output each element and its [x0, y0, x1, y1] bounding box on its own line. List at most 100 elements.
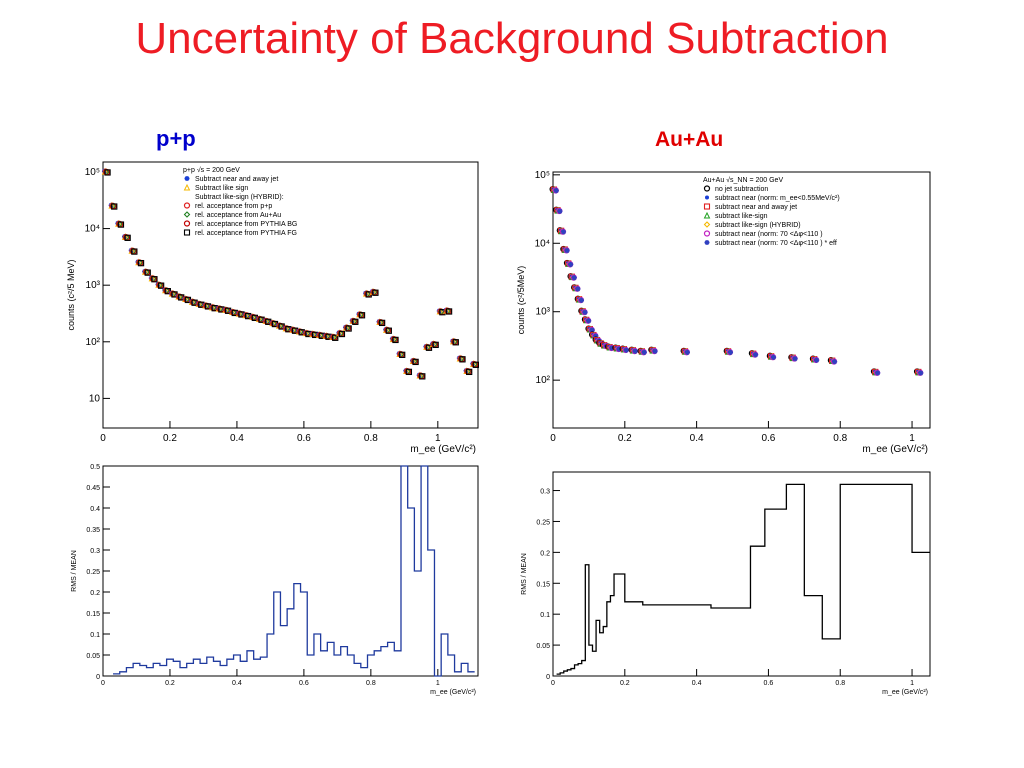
pp-spectrum-chart: 0 0.2 0.4 0.6 0.8 1 10 10² 10³ 10⁴ 10⁵ m_ee (GeV/c²…: [66, 161, 480, 455]
marker-square: [412, 358, 419, 366]
legend-entry: rel. acceptance from PYTHIA BG: [195, 221, 297, 228]
y-tick-label: 0.25: [86, 569, 100, 576]
marker-triangle: [703, 211, 711, 219]
y-tick-label: 10: [89, 393, 101, 404]
y-tick-label: 0.2: [540, 550, 550, 557]
marker-square: [466, 368, 473, 376]
y-tick-label: 10⁴: [535, 238, 550, 249]
y-tick-label: 10⁴: [85, 224, 100, 235]
x-tick-label: 0.8: [364, 433, 378, 444]
x-tick-label: 0.6: [764, 680, 774, 687]
marker-square: [131, 248, 138, 255]
x-tick-label: 1: [909, 433, 915, 444]
marker-square: [405, 368, 413, 376]
y-tick-label: 0.05: [536, 643, 550, 650]
marker-star: [623, 347, 629, 353]
marker-star: [589, 327, 595, 333]
marker-square: [358, 312, 366, 319]
marker-star: [918, 370, 924, 376]
marker-square: [459, 356, 466, 363]
y-tick-label: 0.35: [86, 527, 100, 534]
marker-square: [385, 327, 392, 334]
marker-square: [104, 169, 111, 176]
x-tick-label: 0.2: [618, 433, 632, 444]
marker-circle: [703, 185, 711, 192]
plot-frame: [102, 161, 479, 429]
x-tick-label: 0.6: [299, 680, 309, 687]
y-tick-label: 0.5: [90, 464, 100, 471]
pp-panel-label: p+p: [156, 126, 196, 151]
y-tick-label: 0.25: [536, 519, 550, 526]
marker-star: [609, 345, 615, 351]
marker-star: [652, 348, 658, 354]
y-tick-label: 10³: [536, 307, 551, 318]
marker-star: [586, 318, 592, 324]
marker-square: [352, 318, 359, 325]
y-tick-label: 10³: [86, 280, 101, 291]
x-tick-label: 0: [101, 680, 105, 687]
legend-entry: subtract near (norm: m_ee<0.55MeV/c²): [715, 195, 840, 202]
marker-star: [792, 356, 798, 362]
marker-square: [338, 330, 346, 338]
x-tick-label: 0: [100, 433, 106, 444]
y-tick-label: 0: [546, 674, 550, 681]
plot-frame: [552, 171, 931, 429]
marker-square: [183, 229, 191, 236]
auau-panel-label: Au+Au: [655, 128, 724, 151]
marker-star: [184, 176, 190, 181]
x-tick-label: 1: [436, 680, 440, 687]
x-tick-label: 1: [910, 680, 914, 687]
legend-entry: subtract like-sign: [715, 213, 768, 220]
y-tick-label: 0: [96, 674, 100, 681]
auau-rms-chart: 0 0.2 0.4 0.6 0.8 1 0 0.05 0.1 0.15 0.2 0.25 0.3 m_ee…: [521, 471, 931, 696]
slide-title: Uncertainty of Background Subtraction: [135, 14, 889, 63]
legend-entry: subtract near (norm: 70 <Δφ<110 ): [715, 231, 823, 238]
legend-entry: rel. acceptance from Au+Au: [195, 212, 281, 219]
y-tick-label: 0.3: [540, 489, 550, 496]
plot-frame: [552, 471, 931, 677]
pp-rms-chart: 0 0.2 0.4 0.6 0.8 1 0 0.05 0.1 0.15 0.2 0.25 0.3 0.35…: [71, 464, 479, 696]
y-tick-label: 10⁵: [85, 167, 100, 178]
marker-square: [137, 259, 145, 267]
y-axis-label: RMS / MEAN: [71, 550, 78, 592]
marker-square: [392, 336, 399, 344]
marker-square: [151, 276, 158, 283]
marker-triangle: [183, 183, 191, 191]
legend-entry: Subtract like sign: [195, 185, 248, 192]
marker-star: [564, 247, 570, 254]
marker-star: [632, 348, 638, 354]
legend-entry: subtract near and away jet: [715, 204, 797, 211]
marker-square: [157, 282, 165, 289]
marker-square: [472, 361, 480, 368]
marker-star: [616, 346, 622, 352]
y-axis-label: counts (c²/5 MeV): [66, 259, 76, 330]
x-tick-label: 0: [551, 680, 555, 687]
marker-diamond: [183, 211, 191, 218]
y-tick-label: 10²: [86, 337, 101, 348]
marker-star: [575, 286, 581, 292]
legend-entry: subtract near (norm: 70 <Δφ<110 ) * eff: [715, 240, 837, 247]
marker-square: [378, 319, 386, 327]
x-tick-label: 0.8: [835, 680, 845, 687]
legend-entry: no jet subtraction: [715, 186, 768, 193]
y-tick-label: 0.45: [86, 485, 100, 492]
marker-star: [568, 261, 574, 268]
marker-circle: [183, 220, 191, 227]
marker-circle: [703, 230, 711, 237]
legend-entry: rel. acceptance from PYTHIA FG: [195, 230, 297, 237]
marker-star: [641, 349, 647, 355]
marker-dot: [705, 195, 709, 200]
auau-spectrum-chart: 0 0.2 0.4 0.6 0.8 1 10² 10³ 10⁴ 10⁵ m_ee (GeV/c²) c…: [516, 170, 931, 455]
x-axis-label: m_ee (GeV/c²): [882, 689, 928, 696]
marker-square: [124, 234, 131, 241]
x-tick-label: 0.4: [690, 433, 704, 444]
y-tick-label: 0.2: [90, 590, 100, 597]
marker-star: [553, 188, 559, 194]
legend-header: p+p √s = 200 GeV: [183, 166, 240, 174]
x-tick-label: 0.4: [232, 680, 242, 687]
x-tick-label: 0.8: [366, 680, 376, 687]
marker-star: [704, 240, 710, 245]
marker-star: [770, 354, 777, 360]
marker-square: [399, 351, 406, 358]
y-tick-label: 0.15: [86, 611, 100, 618]
